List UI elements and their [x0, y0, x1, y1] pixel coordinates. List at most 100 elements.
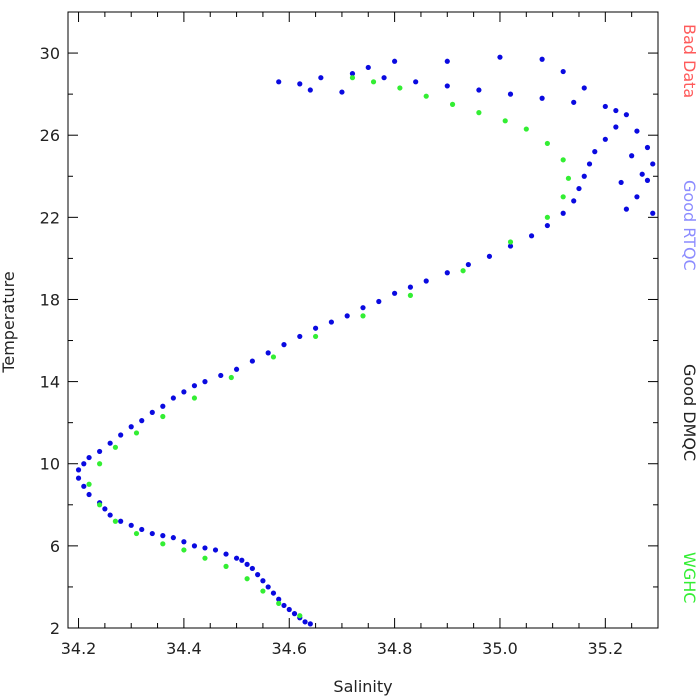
- data-point-blue: [634, 194, 640, 200]
- data-point-blue: [191, 543, 198, 549]
- y-tick-label: 2: [50, 619, 60, 638]
- data-point-blue: [97, 448, 103, 455]
- data-point-green: [202, 555, 208, 561]
- x-tick-label: 35.0: [482, 639, 518, 658]
- data-point-blue: [602, 136, 608, 142]
- data-point-blue: [86, 491, 92, 498]
- x-axis-ticks: 34.2 34.4 34.6 34.8 35.0 35.2: [61, 12, 633, 658]
- data-point-blue: [644, 144, 651, 151]
- data-point-blue: [307, 621, 313, 627]
- data-point-green: [223, 563, 229, 570]
- data-point-green: [244, 576, 250, 582]
- data-point-blue: [149, 409, 155, 415]
- data-point-blue: [592, 149, 598, 155]
- data-point-blue: [344, 313, 350, 319]
- x-tick-label: 34.6: [271, 639, 307, 658]
- data-point-blue: [413, 79, 419, 85]
- data-point-blue: [349, 71, 356, 77]
- data-point-blue: [544, 222, 550, 229]
- data-point-blue: [265, 350, 271, 356]
- data-point-blue: [539, 56, 545, 62]
- data-point-green: [460, 268, 466, 274]
- x-tick-label: 34.4: [166, 639, 202, 658]
- data-point-blue: [576, 185, 582, 192]
- data-point-blue: [260, 578, 266, 584]
- legend-wghc: WGHC: [680, 552, 699, 603]
- data-point-green: [97, 502, 103, 508]
- data-point-blue: [233, 366, 240, 372]
- x-tick-label: 35.2: [588, 639, 624, 658]
- data-point-blue: [102, 506, 108, 512]
- data-point-blue: [81, 483, 87, 489]
- data-point-blue: [302, 619, 308, 625]
- data-point-green: [560, 157, 566, 163]
- data-point-blue: [81, 461, 87, 467]
- y-tick-label: 30: [40, 44, 60, 63]
- data-point-green: [181, 547, 187, 553]
- data-point-blue: [539, 95, 545, 101]
- data-point-blue: [571, 99, 577, 105]
- data-point-blue: [107, 440, 113, 446]
- y-tick-label: 18: [40, 290, 60, 309]
- data-point-green: [544, 140, 550, 147]
- data-point-blue: [202, 379, 208, 385]
- data-point-blue: [571, 198, 577, 204]
- data-point-blue: [444, 58, 450, 64]
- data-point-blue: [365, 64, 371, 71]
- data-point-blue: [560, 210, 566, 216]
- data-point-green: [560, 194, 566, 200]
- data-point-blue: [650, 161, 656, 167]
- data-point-blue: [613, 124, 619, 130]
- data-point-green: [112, 444, 119, 450]
- data-point-blue: [286, 606, 292, 613]
- data-point-blue: [191, 383, 198, 389]
- legend-bad-data: Bad Data: [680, 24, 699, 98]
- data-point-green: [397, 85, 403, 91]
- data-point-green: [133, 430, 140, 436]
- data-point-blue: [407, 284, 414, 290]
- data-point-blue: [118, 432, 124, 438]
- data-point-blue: [444, 270, 450, 276]
- data-point-blue: [170, 395, 176, 401]
- data-point-blue: [444, 83, 450, 89]
- data-point-blue: [312, 325, 319, 331]
- y-tick-label: 26: [40, 126, 60, 145]
- data-point-blue: [629, 153, 635, 159]
- data-point-green: [423, 93, 429, 99]
- x-tick-label: 34.2: [61, 639, 97, 658]
- data-point-blue: [160, 403, 166, 409]
- data-point-blue: [586, 161, 593, 167]
- data-point-blue: [486, 253, 493, 259]
- data-point-blue: [281, 602, 287, 609]
- data-point-blue: [276, 596, 282, 602]
- data-point-green: [297, 613, 303, 619]
- y-axis-label: Temperature: [0, 271, 18, 373]
- data-point-blue: [465, 261, 471, 268]
- data-point-blue: [602, 103, 608, 110]
- data-point-blue: [291, 611, 298, 617]
- data-point-blue: [223, 551, 229, 557]
- data-point-green: [523, 126, 529, 132]
- data-point-blue: [639, 171, 645, 177]
- data-point-blue: [75, 467, 82, 473]
- data-point-blue: [497, 54, 503, 60]
- plot-frame: [67, 11, 659, 629]
- data-point-blue: [202, 545, 208, 551]
- data-point-blue: [560, 68, 566, 75]
- data-point-green: [228, 374, 234, 381]
- data-point-blue: [381, 75, 387, 81]
- data-point-green: [160, 541, 166, 547]
- data-point-blue: [118, 518, 124, 524]
- data-point-blue: [170, 535, 176, 541]
- data-point-blue: [212, 547, 219, 553]
- data-point-blue: [476, 87, 482, 93]
- data-point-blue: [276, 79, 282, 85]
- data-point-green: [97, 461, 103, 467]
- scatter-points: [75, 54, 656, 627]
- data-point-blue: [360, 305, 366, 311]
- data-point-blue: [281, 342, 287, 348]
- x-axis-label: Salinity: [333, 677, 392, 696]
- legend-good-rtqc: Good RTQC: [680, 180, 699, 271]
- x-tick-label: 34.8: [377, 639, 413, 658]
